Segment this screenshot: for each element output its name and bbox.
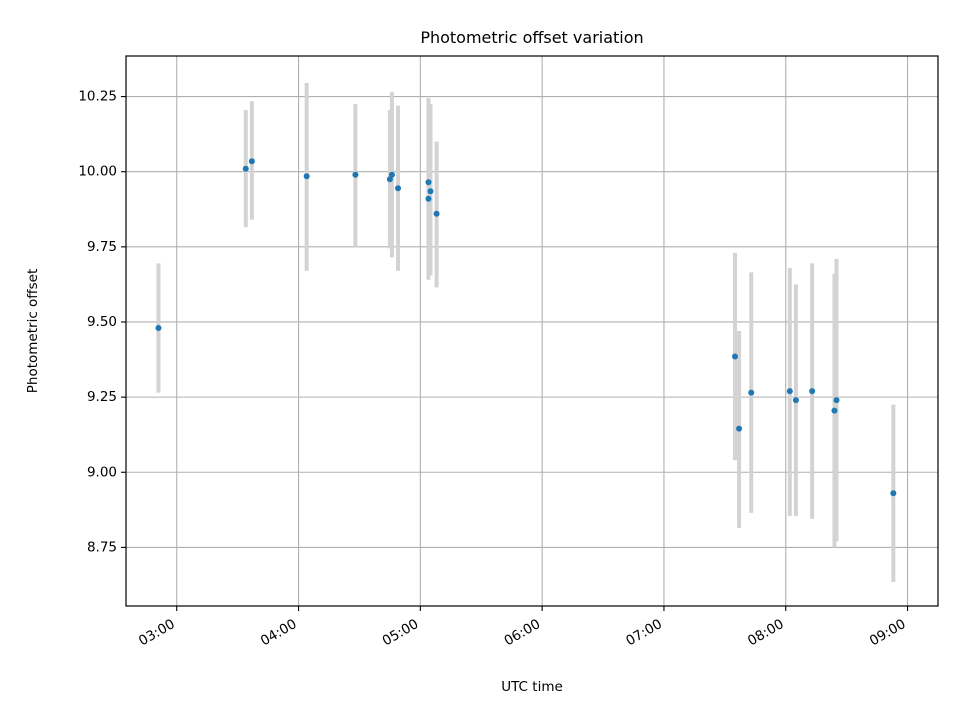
chart-title: Photometric offset variation — [420, 28, 643, 47]
data-point — [248, 158, 255, 165]
data-point — [736, 425, 743, 432]
data-point — [352, 171, 359, 178]
y-axis-ticks: 8.75 9.00 9.25 9.50 9.75 10.00 10.25 — [78, 89, 126, 555]
data-point — [433, 210, 440, 217]
data-point — [388, 171, 395, 178]
data-point — [303, 173, 310, 180]
plot-area-frame — [125, 55, 939, 607]
y-tick-label: 9.25 — [87, 389, 117, 405]
data-point — [748, 389, 755, 396]
data-point — [831, 407, 838, 414]
grid-lines — [126, 56, 938, 606]
data-point — [833, 397, 840, 404]
data-point — [395, 185, 402, 192]
y-tick-label: 9.75 — [87, 239, 117, 255]
data-point — [427, 188, 434, 195]
data-point — [792, 397, 799, 404]
y-tick-label: 9.00 — [87, 464, 117, 480]
data-point — [386, 176, 393, 183]
y-axis-label: Photometric offset — [25, 269, 41, 393]
data-point — [890, 490, 897, 497]
data-point — [242, 165, 249, 172]
y-tick-label: 10.25 — [78, 89, 117, 105]
y-tick-label: 9.50 — [87, 314, 117, 330]
data-points — [155, 158, 897, 497]
x-axis-label: UTC time — [501, 679, 563, 695]
data-point — [809, 388, 816, 395]
data-point — [155, 324, 162, 331]
data-point — [786, 388, 793, 395]
data-point — [425, 179, 432, 186]
y-tick-label: 10.00 — [78, 164, 117, 180]
data-point — [425, 195, 432, 202]
y-tick-label: 8.75 — [87, 539, 117, 555]
data-point — [732, 353, 738, 360]
